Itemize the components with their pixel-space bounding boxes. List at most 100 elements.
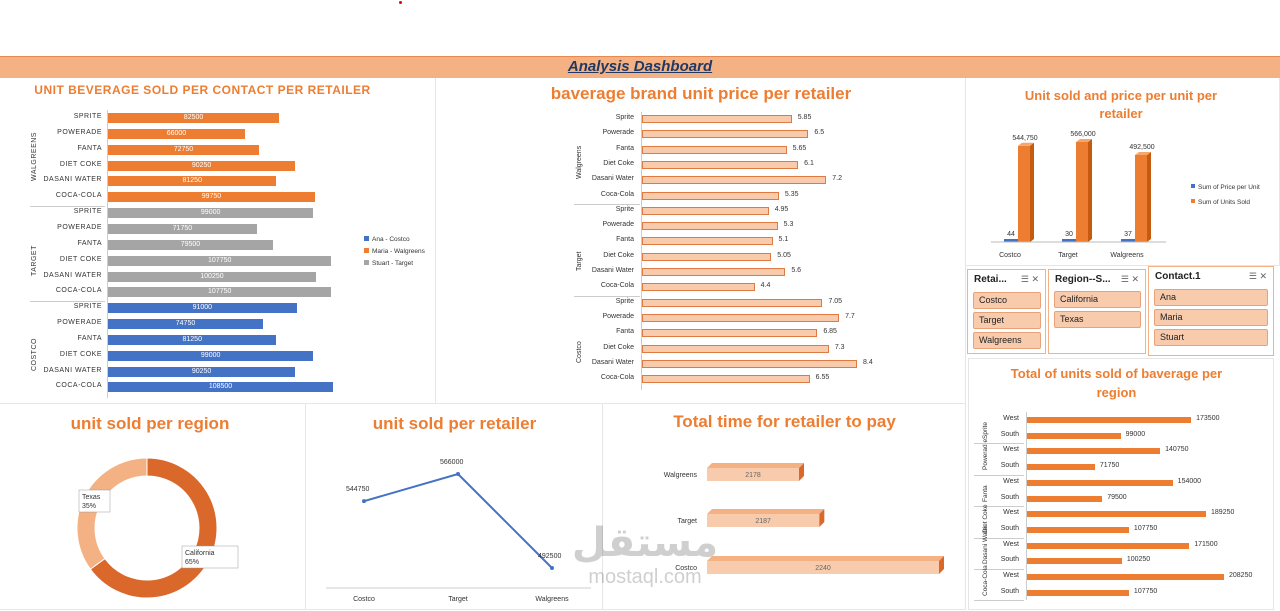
category-label: West (1003, 540, 1019, 548)
slicer-item-texas[interactable]: Texas (1054, 311, 1141, 328)
data-point (362, 499, 366, 504)
category-label: Walgreens (1110, 252, 1144, 259)
category-label: Fanta (616, 328, 634, 336)
group-label: WALGREENS (31, 131, 38, 181)
bar (642, 252, 772, 261)
bar (1027, 558, 1122, 565)
category-label: DASANI WATER (43, 366, 102, 374)
bar-value-label: 5.35 (784, 190, 799, 198)
multi-select-icon[interactable]: ☰ (1120, 274, 1129, 284)
bar-value-label: 208250 (1229, 572, 1253, 579)
units-label: 544,750 (1012, 135, 1037, 142)
axis-line (107, 110, 108, 399)
price-label: 37 (1124, 231, 1132, 238)
legend-label: Ana - Costco (372, 236, 410, 243)
slicer-item-maria[interactable]: Maria (1154, 309, 1268, 326)
slicer-region[interactable]: Region--S... ☰ ✕ California Texas (1048, 269, 1146, 354)
bar-value-label: 99750 (201, 193, 222, 201)
category-label: West (1003, 572, 1019, 579)
bar-value-label: 90250 (191, 367, 212, 375)
category-label: Sprite (615, 297, 634, 305)
slicer-item-costco[interactable]: Costco (973, 292, 1041, 309)
watermark: مستقل mostaql.com (560, 520, 730, 600)
bar-value-label: 100250 (200, 272, 224, 280)
group-divider (30, 301, 105, 303)
bar (642, 206, 769, 215)
category-label: FANTA (77, 334, 102, 342)
clear-filter-icon[interactable]: ✕ (1259, 271, 1267, 281)
watermark-latin: mostaql.com (588, 566, 702, 588)
chart-unit-sold-per-region: California 65% Texas 35% (76, 457, 239, 599)
clear-filter-icon[interactable]: ✕ (1031, 274, 1039, 284)
chart-units-per-contact: SPRITE 82500 POWERADE 66000 FANTA 72750 DIET C… (0, 78, 436, 404)
bar (108, 239, 273, 250)
group-divider (574, 203, 640, 205)
bar (1027, 448, 1161, 455)
bar (108, 144, 259, 155)
units-bar-side (1030, 142, 1034, 242)
bar (642, 160, 799, 169)
slicer-retailer[interactable]: Retai... ☰ ✕ Costco Target Walgreens (967, 269, 1046, 354)
bar-value-label: 90250 (191, 161, 212, 169)
bar-value-label: 8.4 (863, 358, 873, 366)
bar (642, 298, 823, 307)
category-label: Target (1058, 252, 1078, 259)
category-label: South (1000, 587, 1019, 595)
chart-unit-price: Sprite 5.85 Powerade 6.5 Fanta 5.65 Diet Coke 6… (436, 78, 966, 404)
clear-filter-icon[interactable]: ✕ (1131, 274, 1139, 284)
bar-value-label: 2240 (815, 565, 831, 572)
bar-value-label: 74750 (175, 320, 196, 328)
category-label: Dasani Water (591, 267, 634, 274)
category-label: FANTA (77, 144, 102, 152)
multi-select-icon[interactable]: ☰ (1248, 271, 1257, 281)
bar-value-label: 66000 (166, 129, 187, 137)
dashboard-title: Analysis Dashboard (567, 58, 713, 75)
category-label: DASANI WATER (43, 271, 102, 279)
bar-value-label: 6.85 (823, 328, 837, 336)
bar (108, 271, 316, 282)
category-label: DIET COKE (59, 350, 102, 358)
price-bar (1121, 239, 1135, 242)
category-label: SPRITE (73, 113, 102, 120)
bar-value-label: 7.2 (832, 175, 843, 183)
panel-time-to-pay: Total time for retailer to pay 2178 Walgr… (603, 404, 966, 610)
group-divider (974, 474, 1024, 476)
slicer-item-walgreens[interactable]: Walgreens (973, 332, 1041, 349)
bar-value-label: 72750 (173, 145, 194, 153)
slicer-header-icons: ☰ ✕ (1249, 271, 1267, 282)
legend-swatch (364, 248, 369, 253)
category-label: Dasani Water (591, 358, 634, 366)
bar (108, 382, 333, 393)
price-bar (1062, 239, 1076, 242)
price-bar (1004, 239, 1018, 242)
slicer-item-ana[interactable]: Ana (1154, 289, 1268, 306)
category-label: West (1003, 477, 1019, 485)
bar-value-label: 7.05 (828, 297, 843, 305)
legend-label: Sum of Price per Unit (1198, 184, 1260, 191)
group-divider (30, 206, 105, 208)
slice-label: California (185, 550, 215, 557)
slicer-item-california[interactable]: California (1054, 291, 1141, 308)
bar-value-label: 81250 (182, 177, 202, 185)
legend-label: Stuart - Target (372, 260, 414, 267)
panel-title: UNIT BEVERAGE SOLD PER CONTACT PER RETAI… (34, 83, 371, 97)
slicer-item-target[interactable]: Target (973, 312, 1041, 329)
bar (642, 191, 779, 200)
bar-value-label: 173500 (1196, 415, 1220, 422)
bar (642, 268, 786, 276)
bar-value-label: 107750 (1133, 524, 1158, 532)
slicer-contact[interactable]: Contact.1 ☰ ✕ Ana Maria Stuart (1148, 266, 1274, 356)
slicer-item-stuart[interactable]: Stuart (1154, 329, 1268, 346)
group-label: Costco (576, 340, 583, 363)
slice-label: Texas (82, 494, 101, 501)
group-label: Target (576, 251, 583, 271)
bar-value-label: 107750 (1133, 587, 1158, 595)
multi-select-icon[interactable]: ☰ (1020, 274, 1029, 284)
category-label: Diet Coke (603, 251, 634, 259)
group-label: COSTCO (31, 337, 38, 371)
bar-value-label: 5.65 (792, 144, 807, 152)
bar-value-label: 99000 (1125, 430, 1146, 438)
donut-slice (89, 457, 218, 599)
bar-value-label: 6.55 (815, 374, 830, 382)
panel-units-and-price: Unit sold and price per unit per retaile… (966, 78, 1280, 266)
